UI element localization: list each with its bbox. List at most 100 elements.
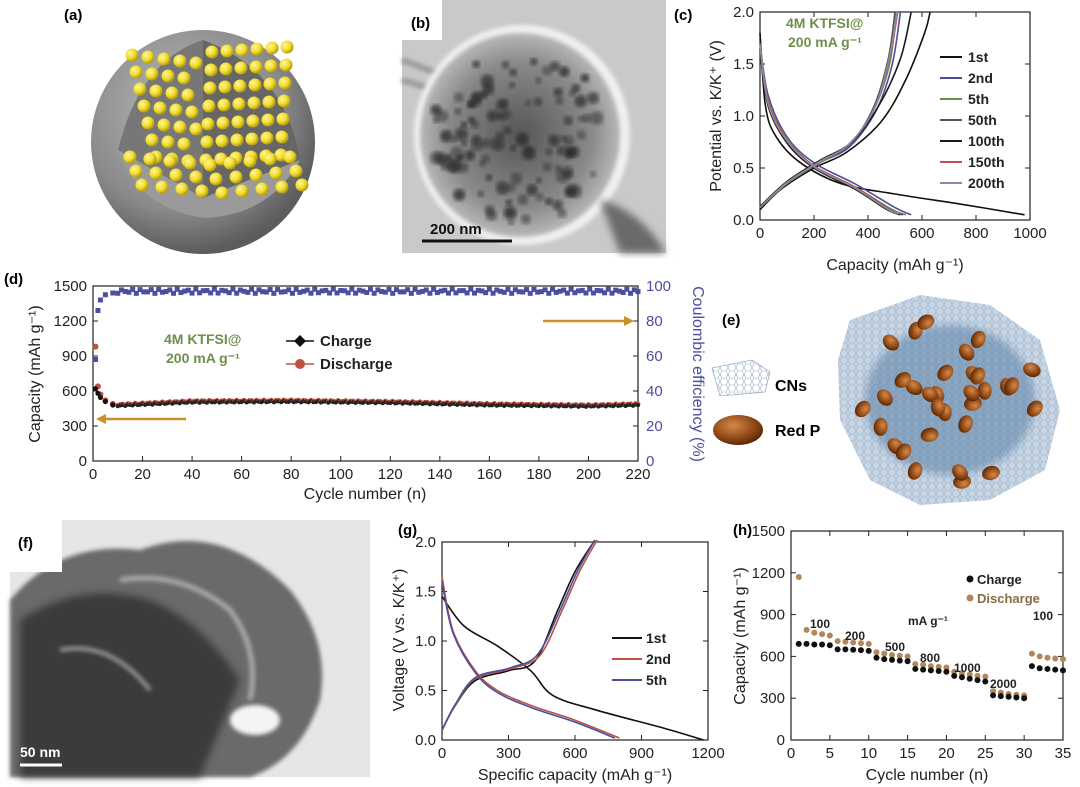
ce-point xyxy=(423,287,429,293)
curve-discharge-200th xyxy=(759,45,900,215)
charge-point xyxy=(1021,695,1028,702)
nanoparticle xyxy=(243,154,257,168)
y-tick-label: 1.0 xyxy=(733,108,754,125)
ce-point xyxy=(483,290,489,296)
ce-point xyxy=(200,288,206,294)
chart-d: (d) 0 20 40 60 80 100 120 140 160 180 200 220030060… xyxy=(4,271,706,503)
red-p-particles xyxy=(854,314,1043,489)
tem-particle xyxy=(437,156,447,166)
legend-label-5th: 5th xyxy=(646,672,667,688)
x-tick-label: 80 xyxy=(283,466,300,483)
ce-point xyxy=(171,290,177,296)
charge-point xyxy=(102,398,108,405)
tem-particle xyxy=(524,99,532,107)
ce-point xyxy=(178,290,184,296)
x-tick-label: 20 xyxy=(134,466,151,483)
legend-label-discharge: Discharge xyxy=(320,356,393,373)
discharge-point xyxy=(912,661,919,668)
discharge-point xyxy=(850,639,857,646)
nanoparticle xyxy=(220,44,234,58)
red-p-particle xyxy=(970,367,986,385)
tem-particle xyxy=(466,101,474,108)
tem-particle xyxy=(553,87,563,97)
nanoparticle xyxy=(141,50,155,64)
nanoparticle xyxy=(183,156,197,170)
discharge-point xyxy=(1060,656,1066,663)
discharge-point xyxy=(974,672,981,679)
tem-particle xyxy=(453,92,464,103)
tem-particle xyxy=(510,172,523,185)
tem-particle xyxy=(582,113,592,123)
ce-point xyxy=(613,287,619,293)
tem-particle xyxy=(576,130,587,140)
charge-point xyxy=(982,678,989,685)
y-tick-label: 0.5 xyxy=(733,160,754,177)
tem-particle xyxy=(509,81,516,88)
x-tick-label: 0 xyxy=(756,225,764,242)
panel-e-label: (e) xyxy=(722,312,740,329)
ce-point xyxy=(256,287,262,293)
tem-particle xyxy=(495,181,510,195)
ce-point xyxy=(167,287,173,293)
charge-point xyxy=(1044,665,1051,672)
legend-label-50th: 50th xyxy=(968,112,997,128)
red-p-particle xyxy=(958,343,975,361)
nanoparticle xyxy=(215,134,229,148)
discharge-point xyxy=(889,652,896,659)
tem-particle xyxy=(552,199,564,211)
ce-point xyxy=(512,287,518,293)
x-axis-label: Specific capacity (mAh g⁻¹) xyxy=(478,767,672,784)
tem-particle xyxy=(477,190,485,198)
tem-particle xyxy=(526,184,538,196)
annotation-rate: 200 mA g⁻¹ xyxy=(166,350,240,366)
tem-particle xyxy=(544,197,553,206)
ce-point xyxy=(275,286,281,292)
nanoparticle xyxy=(185,105,199,119)
nanoparticle xyxy=(149,84,163,98)
ce-point xyxy=(542,287,548,293)
panel-f-label: (f) xyxy=(18,535,33,552)
red-p-particle xyxy=(917,314,935,330)
y2-tick-label: 40 xyxy=(646,383,663,400)
x-tick-label: 120 xyxy=(378,466,403,483)
rate-label: 2000 xyxy=(990,677,1017,691)
nanoparticle xyxy=(204,63,218,77)
legend-marker-discharge xyxy=(295,359,305,369)
ce-point xyxy=(620,289,626,295)
tem-particle xyxy=(509,144,517,152)
discharge-point xyxy=(811,629,818,636)
tem-particle xyxy=(571,83,581,93)
tem-particle xyxy=(453,188,466,201)
tem-particle xyxy=(529,57,538,66)
tem-particle xyxy=(495,99,507,112)
ce-point xyxy=(230,286,236,292)
y-axis-label: Capacity (mAh g⁻¹) xyxy=(27,305,44,442)
nanoparticle xyxy=(245,132,259,146)
red-p-particle xyxy=(907,462,923,480)
discharge-point xyxy=(819,631,826,638)
ce-point xyxy=(576,288,582,294)
annotation-electrolyte: 4M KTFSI@ xyxy=(164,331,241,347)
red-p-particle xyxy=(1023,362,1041,378)
nanoparticle xyxy=(278,76,292,90)
x-tick-label: 1000 xyxy=(1013,225,1046,242)
ce-point xyxy=(327,290,333,296)
x-tick-label: 0 xyxy=(787,745,795,762)
ce-point xyxy=(241,288,247,294)
charge-point xyxy=(896,657,903,664)
tem-particle xyxy=(559,135,567,143)
nanoparticle xyxy=(218,80,232,94)
charge-point xyxy=(951,672,958,679)
ce-point xyxy=(297,289,303,295)
ce-point xyxy=(334,290,340,296)
plot-frame xyxy=(92,285,639,462)
charge-point xyxy=(95,390,101,396)
red-p-particle xyxy=(937,364,954,382)
x-tick-label: 220 xyxy=(625,466,650,483)
y-tick-label: 1.5 xyxy=(415,584,436,601)
tem-particle xyxy=(516,132,529,146)
ce-point xyxy=(219,287,225,293)
x-tick-label: 35 xyxy=(1055,745,1072,762)
legend-label-200th: 200th xyxy=(968,175,1005,191)
curve-charge-1st xyxy=(441,539,596,731)
